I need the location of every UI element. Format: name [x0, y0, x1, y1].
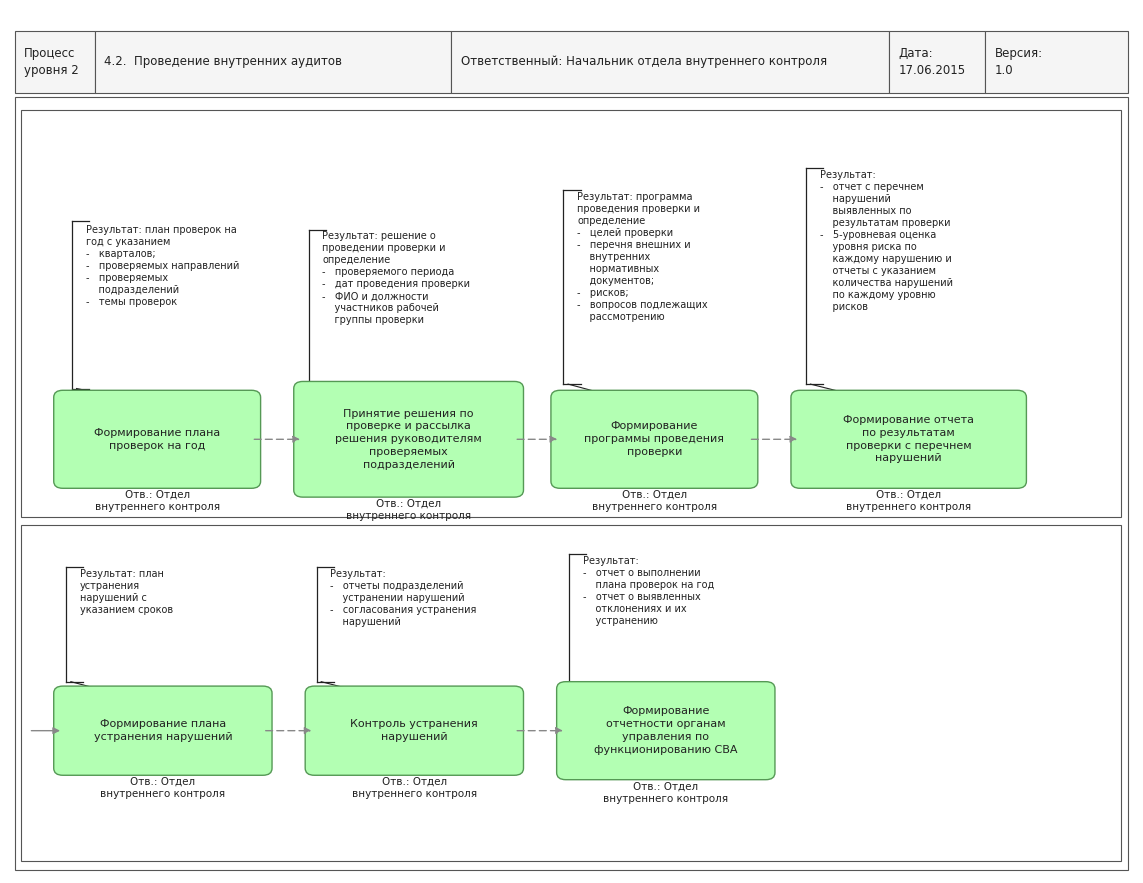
Text: Результат: решение о
проведении проверки и
определение
-   проверяемого периода
: Результат: решение о проведении проверки… [322, 231, 470, 325]
Text: Дата:
17.06.2015: Дата: 17.06.2015 [898, 47, 966, 77]
FancyBboxPatch shape [451, 31, 889, 93]
Text: Процесс
уровня 2: Процесс уровня 2 [24, 47, 79, 77]
FancyBboxPatch shape [54, 390, 261, 488]
Text: Отв.: Отдел
внутреннего контроля: Отв.: Отдел внутреннего контроля [846, 490, 972, 512]
FancyBboxPatch shape [95, 31, 451, 93]
Text: Формирование
программы проведения
проверки: Формирование программы проведения провер… [584, 421, 725, 457]
Text: Результат: программа
проведения проверки и
определение
-   целей проверки
-   пе: Результат: программа проведения проверки… [577, 192, 708, 322]
Text: Отв.: Отдел
внутреннего контроля: Отв.: Отдел внутреннего контроля [592, 490, 717, 512]
FancyBboxPatch shape [21, 110, 1121, 517]
FancyBboxPatch shape [889, 31, 985, 93]
Text: 4.2.  Проведение внутренних аудитов: 4.2. Проведение внутренних аудитов [104, 56, 342, 68]
Text: Формирование
отчетности органам
управления по
функционированию СВА: Формирование отчетности органам управлен… [594, 706, 737, 755]
FancyBboxPatch shape [985, 31, 1128, 93]
Text: Отв.: Отдел
внутреннего контроля: Отв.: Отдел внутреннего контроля [352, 777, 477, 799]
FancyBboxPatch shape [791, 390, 1026, 488]
Text: Ответственный: Начальник отдела внутреннего контроля: Ответственный: Начальник отдела внутренн… [461, 56, 826, 68]
Text: Версия:
1.0: Версия: 1.0 [994, 47, 1042, 77]
Text: Отв.: Отдел
внутреннего контроля: Отв.: Отдел внутреннего контроля [95, 490, 219, 512]
Text: Результат:
-   отчеты подразделений
    устранении нарушений
-   согласования ус: Результат: - отчеты подразделений устран… [330, 569, 477, 627]
FancyBboxPatch shape [551, 390, 758, 488]
Text: Формирование плана
проверок на год: Формирование плана проверок на год [94, 428, 221, 450]
Text: Формирование плана
устранения нарушений: Формирование плана устранения нарушений [94, 720, 232, 742]
FancyBboxPatch shape [294, 381, 523, 497]
Text: Результат:
-   отчет с перечнем
    нарушений
    выявленных по
    результатам : Результат: - отчет с перечнем нарушений … [820, 170, 952, 312]
Text: Отв.: Отдел
внутреннего контроля: Отв.: Отдел внутреннего контроля [346, 499, 471, 521]
Text: Результат: план проверок на
год с указанием
-   кварталов;
-   проверяемых напра: Результат: план проверок на год с указан… [86, 225, 239, 307]
Text: Принятие решения по
проверке и рассылка
решения руководителям
проверяемых
подраз: Принятие решения по проверке и рассылка … [335, 409, 482, 470]
Text: Контроль устранения
нарушений: Контроль устранения нарушений [351, 720, 478, 742]
Text: Формирование отчета
по результатам
проверки с перечнем
нарушений: Формирование отчета по результатам прове… [844, 415, 974, 464]
Text: Отв.: Отдел
внутреннего контроля: Отв.: Отдел внутреннего контроля [604, 781, 728, 804]
Text: Результат:
-   отчет о выполнении
    плана проверок на год
-   отчет о выявленн: Результат: - отчет о выполнении плана пр… [583, 556, 714, 626]
Text: Отв.: Отдел
внутреннего контроля: Отв.: Отдел внутреннего контроля [101, 777, 225, 799]
Text: Результат: план
устранения
нарушений с
указанием сроков: Результат: план устранения нарушений с у… [80, 569, 173, 615]
FancyBboxPatch shape [305, 686, 523, 775]
FancyBboxPatch shape [54, 686, 272, 775]
FancyBboxPatch shape [15, 31, 95, 93]
FancyBboxPatch shape [15, 97, 1128, 870]
FancyBboxPatch shape [21, 525, 1121, 861]
FancyBboxPatch shape [557, 682, 775, 780]
